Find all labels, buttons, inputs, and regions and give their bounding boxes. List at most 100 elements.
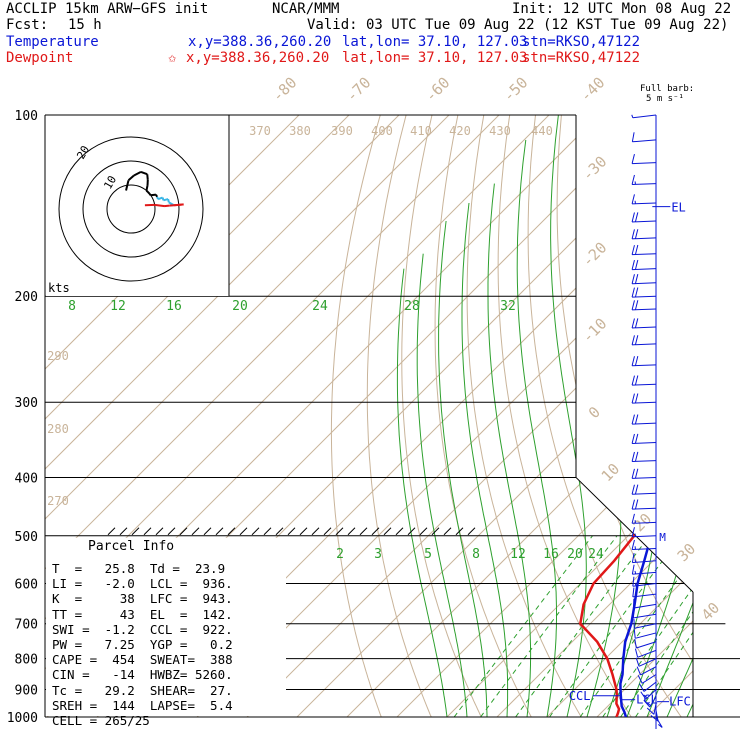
pressure-tick-label: 300 — [15, 396, 38, 411]
wind-barb-staff — [632, 114, 657, 119]
theta-tick-label: 370 — [249, 124, 271, 138]
moist-adiabat-line — [516, 139, 557, 717]
hatch-mark — [311, 527, 320, 536]
wind-barb — [631, 287, 657, 298]
hodograph-trace — [155, 194, 158, 198]
parcel-info-row: TT = 43 EL = 142. — [52, 606, 233, 622]
hatch-mark — [467, 527, 476, 536]
isotherm-tick-label: -60 — [422, 74, 454, 106]
moist-adiabat-line — [646, 115, 693, 717]
wind-barb-flag — [631, 194, 635, 205]
wind-barb-flag — [631, 174, 635, 185]
wind-barb-staff — [632, 308, 657, 311]
ccl-marker-label: CCL — [569, 689, 591, 703]
hodograph-trace — [148, 192, 152, 196]
wind-barb-flag — [646, 707, 655, 715]
wind-barb-flag — [631, 553, 635, 563]
wind-barb-flag — [634, 414, 639, 425]
isotherm-tick-label: 40 — [698, 599, 724, 625]
moist-adiabat-label: 24 — [312, 299, 328, 314]
wind-barb-flag — [631, 212, 635, 223]
wind-barb — [631, 318, 657, 329]
hodograph-trace — [127, 174, 135, 182]
wind-barb — [631, 229, 657, 240]
wind-barb-staff — [632, 442, 657, 444]
wind-barb-flag — [631, 484, 635, 495]
dewpoint-xy: x,y=388.36,260.20 — [186, 50, 330, 66]
wind-barb-flag — [631, 335, 635, 345]
wind-barb-flag — [631, 527, 635, 537]
wind-barb-flag — [634, 648, 639, 658]
wind-barb-staff — [632, 582, 657, 587]
wind-barb — [632, 598, 657, 609]
dewpoint-marker-icon: ✩ — [168, 50, 177, 66]
wind-barb-staff — [637, 649, 657, 658]
hodograph-trace — [167, 198, 170, 203]
mixing-ratio-label: 16 — [543, 547, 559, 562]
wind-barb — [635, 657, 657, 667]
moist-adiabat-line — [396, 268, 448, 717]
mixing-ratio-line — [620, 535, 693, 717]
wind-barb-flag — [631, 132, 635, 142]
theta-tick-label: 400 — [371, 124, 393, 138]
wind-barb-flag — [631, 300, 635, 311]
wind-barb-staff — [633, 603, 657, 609]
hodograph-trace — [145, 189, 149, 193]
isotherm-tick-label: -20 — [579, 239, 611, 271]
hatch-mark — [143, 527, 152, 536]
wind-barb-flag — [634, 433, 639, 444]
wind-barb-flag — [634, 499, 639, 510]
wind-barb — [633, 629, 657, 639]
wind-barb-staff — [640, 666, 657, 676]
wind-barb-staff — [632, 571, 657, 575]
wind-barb-staff — [632, 253, 657, 256]
dry-adiabat-line — [497, 115, 632, 717]
moist-adiabat-label: 28 — [404, 299, 420, 314]
wind-barb-flag — [631, 451, 635, 462]
hodograph-trace — [133, 171, 142, 177]
moist-adiabat-line — [550, 115, 587, 717]
wind-barb-flag — [634, 287, 639, 298]
wind-barb-flag — [632, 587, 635, 597]
wind-barb-flag — [634, 300, 639, 310]
wind-barb-flag — [634, 259, 639, 270]
wind-barb-staff — [633, 613, 657, 619]
mixing-ratio-line — [453, 535, 593, 717]
wind-barb — [631, 484, 657, 495]
dry-adiabat-line — [366, 115, 432, 717]
hatch-mark — [191, 527, 200, 536]
pressure-tick-label: 200 — [15, 290, 38, 305]
wind-barb-staff — [632, 492, 657, 495]
wind-barb-flag — [634, 375, 639, 386]
wind-barb — [631, 414, 657, 425]
wind-barb-staff — [655, 716, 663, 728]
hodograph-trace — [147, 191, 151, 195]
wind-barb-flag — [634, 229, 639, 239]
wind-barb — [636, 666, 657, 676]
wind-barb — [646, 703, 657, 715]
dewpoint-legend-label: Dewpoint — [6, 50, 74, 66]
wind-barb-staff — [632, 343, 657, 346]
mixing-ratio-line — [515, 535, 650, 717]
wind-barb-half-flag — [658, 724, 663, 728]
isotherm-line — [446, 115, 693, 717]
hatch-mark — [299, 527, 308, 536]
wind-barb — [631, 468, 657, 479]
wind-barb-flag — [631, 433, 635, 444]
pressure-tick-label: 1000 — [7, 711, 38, 726]
wind-barb — [631, 244, 657, 256]
moist-adiabat-line — [438, 220, 488, 717]
hatch-mark — [371, 527, 380, 536]
wind-barb-flag — [631, 356, 635, 366]
wind-barb-staff — [643, 681, 657, 692]
dry-adiabat-line — [584, 115, 693, 717]
wind-barb-staff — [632, 521, 657, 524]
wind-barb-flag — [634, 212, 639, 222]
wind-barb — [631, 375, 657, 386]
pressure-tick-label: 900 — [15, 683, 38, 698]
wind-barb — [633, 619, 657, 629]
hatch-mark — [167, 527, 176, 536]
moist-adiabat-label: 32 — [500, 299, 516, 314]
wind-barb-staff — [632, 364, 657, 367]
theta-tick-label: 380 — [289, 124, 311, 138]
